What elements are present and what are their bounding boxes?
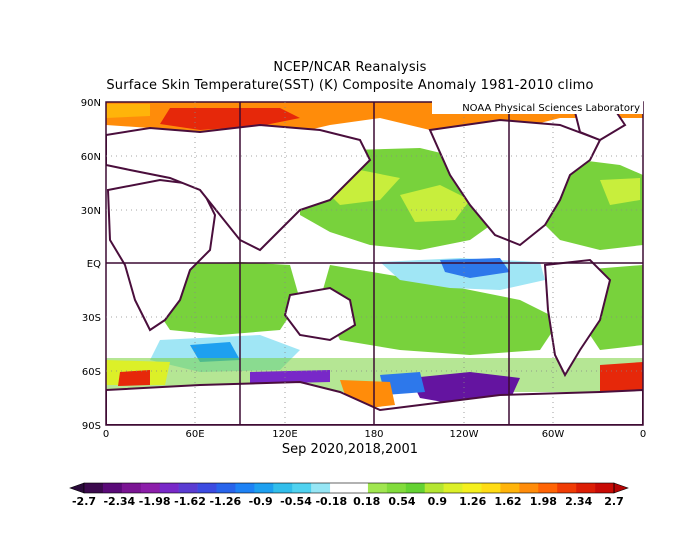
lon-label: 60W bbox=[542, 429, 565, 440]
colorbar-swatch bbox=[481, 483, 501, 493]
anomaly-field bbox=[106, 102, 643, 425]
colorbar-swatch bbox=[254, 483, 274, 493]
colorbar-swatch bbox=[557, 483, 577, 493]
colorbar-min-arrow bbox=[69, 482, 85, 494]
colorbar-swatch bbox=[197, 483, 217, 493]
colorbar-frame bbox=[83, 482, 615, 494]
colorbar-label: -1.26 bbox=[209, 495, 241, 508]
southern-ocean-red-east bbox=[600, 362, 643, 392]
colorbar-swatch bbox=[367, 483, 388, 493]
colorbar-swatch bbox=[292, 483, 312, 493]
southern-ocean-cool-patch bbox=[190, 342, 240, 362]
colorbar-label: 2.34 bbox=[565, 495, 592, 508]
colorbar-swatch bbox=[424, 483, 444, 493]
arctic-hot-core-2 bbox=[106, 104, 150, 118]
lat-label: 90S bbox=[82, 421, 101, 432]
colorbar-swatch bbox=[178, 483, 198, 493]
colorbar-label: -2.34 bbox=[103, 495, 135, 508]
colorbar-swatch bbox=[405, 483, 426, 493]
lon-label: 120E bbox=[272, 429, 297, 440]
antarctic-purple-band bbox=[250, 370, 330, 384]
colorbar-swatch bbox=[235, 483, 255, 493]
colorbar-swatch bbox=[159, 483, 179, 493]
colorbar: -2.7 -2.34 -1.98 -1.62 -1.26 -0.9 -0.54 -0.18 0.… bbox=[69, 482, 629, 508]
north-atlantic-yellow bbox=[600, 178, 640, 205]
colorbar-label: -0.9 bbox=[249, 495, 273, 508]
lat-label: 30N bbox=[81, 206, 101, 217]
colorbar-swatch bbox=[311, 483, 331, 493]
lon-labels: 0 60E 120E 180 120W 60W 0 bbox=[103, 429, 646, 440]
colorbar-swatch bbox=[330, 483, 350, 493]
land-australia bbox=[283, 286, 357, 342]
colorbar-label: -1.62 bbox=[174, 495, 206, 508]
colorbar-label: 0.9 bbox=[428, 495, 448, 508]
colorbar-swatch bbox=[140, 483, 161, 493]
southern-ocean-red-west bbox=[118, 370, 150, 386]
colorbar-label: -0.18 bbox=[315, 495, 347, 508]
lon-label: 120W bbox=[450, 429, 479, 440]
colorbar-swatch bbox=[500, 483, 520, 493]
credit-box bbox=[432, 100, 643, 114]
lat-label: 60S bbox=[82, 367, 101, 378]
colorbar-swatch bbox=[121, 483, 142, 493]
colorbar-label: 1.62 bbox=[494, 495, 521, 508]
colorbar-swatch bbox=[386, 483, 407, 493]
title-line-1: NCEP/NCAR Reanalysis bbox=[273, 60, 427, 75]
colorbar-swatch bbox=[519, 483, 539, 493]
colorbar-label: 2.7 bbox=[604, 495, 624, 508]
lat-labels: 90N 60N 30N EQ 30S 60S 90S bbox=[81, 98, 101, 432]
colorbar-max-arrow bbox=[613, 482, 629, 494]
colorbar-swatch bbox=[84, 483, 104, 493]
credit-text: NOAA Physical Sciences Laboratory bbox=[462, 103, 640, 114]
colorbar-swatch bbox=[576, 483, 596, 493]
reference-lines bbox=[106, 102, 643, 425]
colorbar-label: 1.98 bbox=[530, 495, 557, 508]
north-pacific-yellow-2 bbox=[400, 185, 470, 222]
colorbar-swatch bbox=[102, 483, 123, 493]
lon-label: 0 bbox=[640, 429, 646, 440]
colorbar-label: 1.26 bbox=[459, 495, 486, 508]
land-north-america bbox=[428, 118, 602, 247]
colorbar-swatch bbox=[443, 483, 463, 493]
colorbar-swatch bbox=[216, 483, 236, 493]
colorbar-label: 0.54 bbox=[388, 495, 415, 508]
colorbar-swatch bbox=[595, 483, 615, 493]
colorbar-swatch bbox=[273, 483, 293, 493]
lat-label: 90N bbox=[81, 98, 101, 109]
lat-label: 60N bbox=[81, 152, 101, 163]
title-line-2: Surface Skin Temperature(SST) (K) Compos… bbox=[106, 78, 594, 93]
colorbar-label: -2.7 bbox=[72, 495, 96, 508]
lon-label: 0 bbox=[103, 429, 109, 440]
colorbar-swatch bbox=[462, 483, 482, 493]
lat-label: 30S bbox=[82, 313, 101, 324]
colorbar-swatch bbox=[349, 483, 369, 493]
colorbar-label: -0.54 bbox=[280, 495, 312, 508]
lat-label: EQ bbox=[87, 259, 101, 270]
land-south-america bbox=[543, 258, 612, 378]
lon-label: 60E bbox=[185, 429, 204, 440]
date-caption: Sep 2020,2018,2001 bbox=[281, 442, 419, 457]
colorbar-label: 0.18 bbox=[353, 495, 380, 508]
colorbar-label: -1.98 bbox=[139, 495, 171, 508]
lon-label: 180 bbox=[364, 429, 383, 440]
colorbar-swatch bbox=[538, 483, 558, 493]
south-pacific-warm bbox=[320, 265, 560, 355]
